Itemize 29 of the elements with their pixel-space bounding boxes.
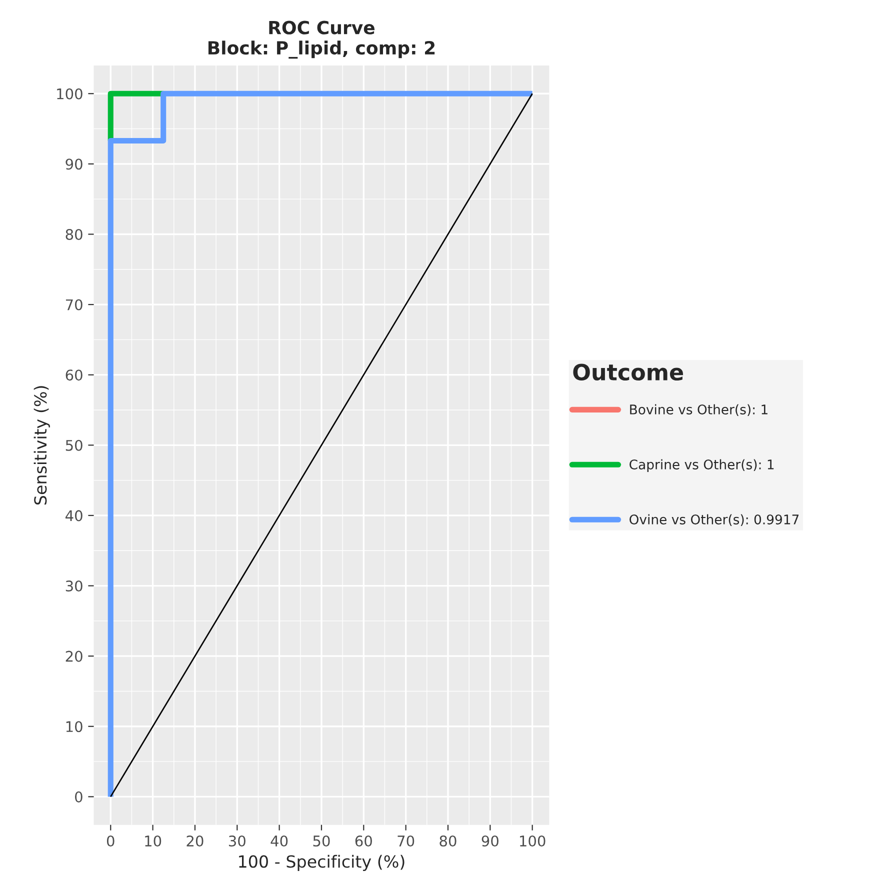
x-tick-label: 60 [355, 835, 372, 847]
y-tick-label: 100 [57, 88, 82, 100]
x-axis-title: 100 - Specificity (%) [239, 854, 404, 872]
x-tick-label: 40 [270, 835, 288, 847]
chart-title: ROC Curve Block: P_lipid, comp: 2 [208, 20, 435, 59]
x-tick-label: 90 [482, 835, 498, 847]
y-axis-title: Sensitivity (%) [34, 386, 50, 505]
y-tick-label: 70 [66, 299, 82, 310]
x-tick-label: 50 [313, 835, 330, 847]
x-tick-label: 0 [106, 835, 114, 847]
x-tick-label: 20 [186, 835, 204, 847]
y-tick-label: 40 [66, 510, 82, 522]
x-tick-label: 10 [145, 835, 162, 847]
y-tick-label: 30 [66, 580, 82, 592]
y-tick-label: 90 [66, 158, 82, 170]
legend-label: Caprine vs Other(s): 1 [630, 459, 774, 472]
x-tick-label: 70 [398, 835, 414, 847]
y-tick-label: 20 [66, 650, 82, 662]
y-tick-label: 60 [66, 370, 82, 381]
x-tick-label: 30 [228, 835, 246, 847]
x-tick-label: 100 [520, 835, 546, 847]
y-tick-label: 10 [66, 721, 82, 732]
legend-title: Outcome [573, 364, 684, 381]
legend-label: Bovine vs Other(s): 1 [630, 404, 768, 416]
y-tick-label: 0 [75, 791, 82, 802]
y-tick-label: 80 [66, 228, 82, 240]
legend-label: Ovine vs Other(s): 0.9917 [630, 514, 799, 526]
y-tick-label: 50 [66, 440, 82, 451]
x-tick-label: 80 [440, 835, 456, 847]
